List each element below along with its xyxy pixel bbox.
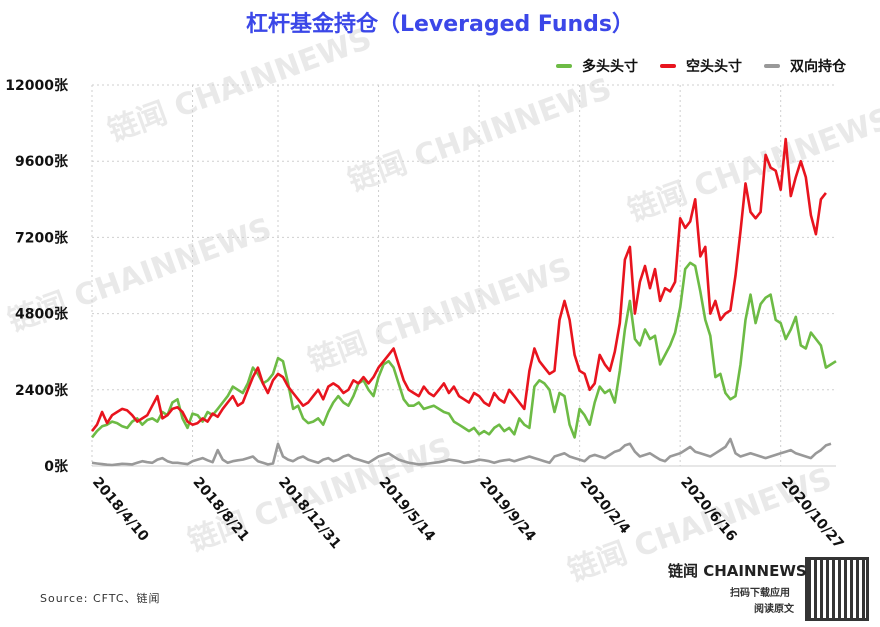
x-tick-label: 2020/2/4 [577, 474, 634, 537]
legend: 多头头寸 空头头寸 双向持仓 [556, 56, 846, 76]
series-line [91, 437, 832, 467]
legend-item-net: 双向持仓 [764, 56, 846, 76]
brand-caption-download: 扫码下载应用 [730, 588, 790, 599]
legend-item-short: 空头头寸 [660, 56, 742, 76]
chart-title: 杠杆基金持仓（Leveraged Funds） [245, 12, 635, 37]
legend-label-net: 双向持仓 [790, 59, 846, 75]
brand-caption-read: 阅读原文 [754, 604, 794, 615]
legend-label-long: 多头头寸 [582, 59, 638, 75]
x-tick-label: 2018/12/31 [275, 474, 344, 552]
legend-label-short: 空头头寸 [686, 59, 742, 75]
source-note: Source: CFTC、链闻 [40, 592, 161, 605]
x-tick-label: 2020/6/16 [677, 474, 740, 544]
legend-swatch-net [764, 64, 780, 68]
legend-swatch-long [556, 64, 572, 68]
x-tick-label: 2019/5/14 [375, 474, 438, 545]
y-tick-label: 2400张 [15, 383, 69, 399]
x-tick-label: 2019/9/24 [476, 474, 539, 545]
x-tick-label: 2020/10/27 [778, 474, 847, 552]
y-tick-label: 4800张 [15, 307, 69, 323]
series-line [90, 261, 837, 439]
legend-item-long: 多头头寸 [556, 56, 638, 76]
y-tick-label: 0张 [44, 459, 69, 475]
legend-swatch-short [660, 64, 676, 68]
y-tick-label: 9600张 [15, 154, 69, 170]
x-tick-label: 2018/4/10 [89, 474, 152, 545]
y-tick-label: 12000张 [5, 78, 69, 94]
y-tick-label: 7200张 [15, 230, 69, 246]
series-line [90, 137, 827, 432]
brand-logo: 链闻 CHAINNEWS [668, 562, 807, 580]
qr-code-icon[interactable] [805, 557, 869, 621]
x-tick-label: 2018/8/21 [189, 474, 252, 544]
